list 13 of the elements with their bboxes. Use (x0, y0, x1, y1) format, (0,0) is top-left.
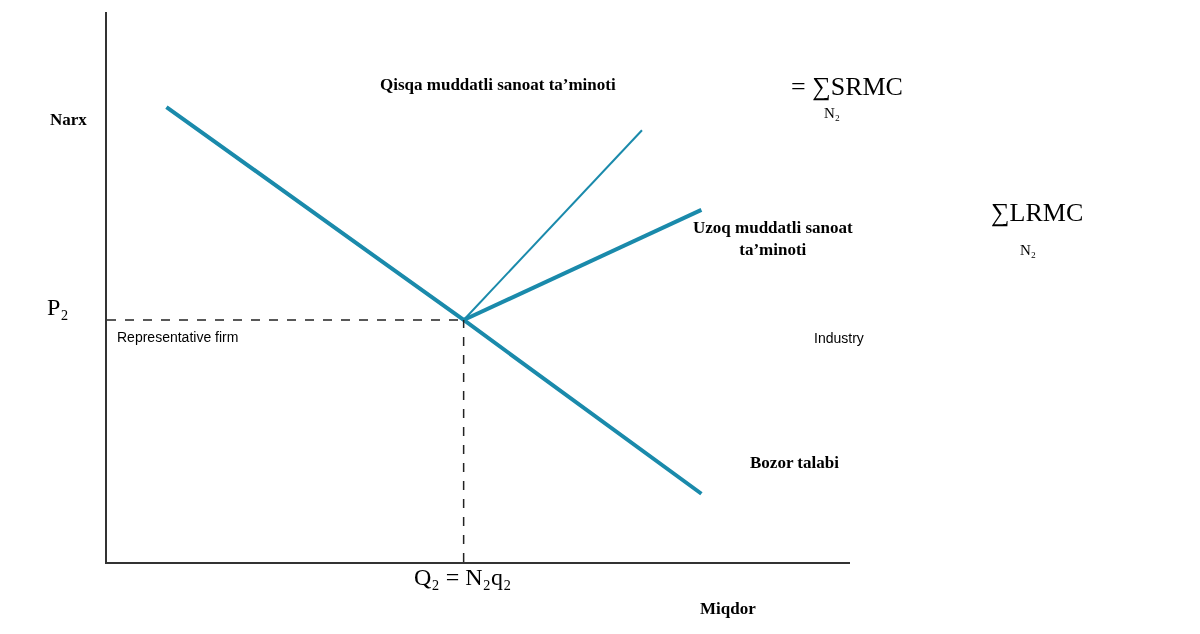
text: Q₂ = N₂q₂ (414, 564, 512, 590)
annotation: Uzoq muddatli sanoat ta’minoti (693, 218, 853, 260)
text: ∑LRMC (991, 198, 1084, 227)
text: N₂ (1020, 242, 1037, 258)
annotation: N₂ (824, 105, 841, 121)
annotation: Industry (814, 330, 864, 346)
text: P₂ (47, 294, 69, 320)
text: Qisqa muddatli sanoat ta’minoti (380, 75, 616, 94)
x-axis-title: Miqdor (700, 599, 757, 618)
annotation: Representative firm (117, 329, 239, 345)
y-axis-title: Narx (50, 110, 88, 129)
text: = ∑SRMC (791, 72, 903, 101)
annotation: Bozor talabi (750, 453, 840, 472)
